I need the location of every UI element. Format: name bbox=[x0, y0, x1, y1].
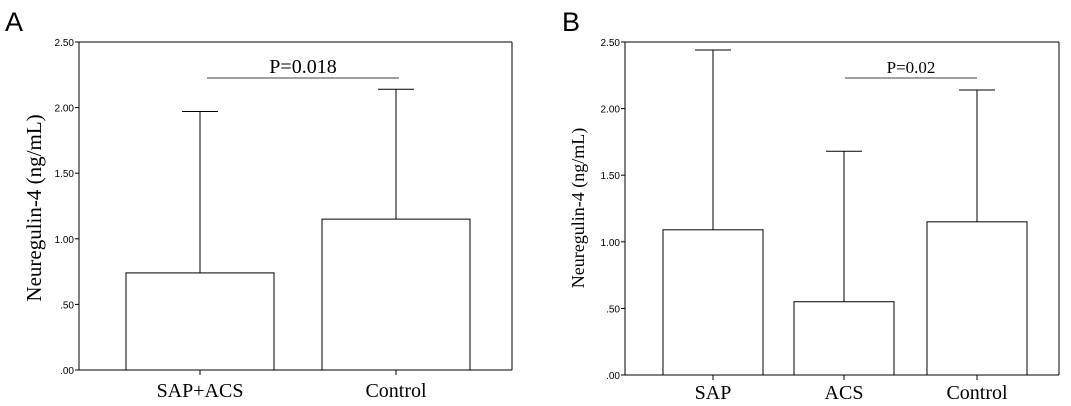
panel-letter-b: B bbox=[562, 7, 580, 37]
y-tick-label: 1.50 bbox=[601, 171, 621, 182]
plot-area-a: .00 .50 1.00 1.50 2.00 2.50 SAP+ACS Control P=0.… bbox=[55, 38, 513, 402]
bar bbox=[125, 272, 275, 371]
x-tick-label: Control bbox=[946, 382, 1008, 404]
y-tick-label: 2.50 bbox=[601, 38, 621, 49]
y-tick-label: 1.00 bbox=[601, 238, 621, 249]
plot-area-b: .00 .50 1.00 1.50 2.00 2.50 SAP ACS Control P=0.0… bbox=[601, 38, 1060, 404]
panel-b: B Neuregulin-4 (ng/mL) .00 .50 1.00 1.50 2.0… bbox=[562, 7, 1060, 404]
y-tick-label: 1.00 bbox=[55, 235, 75, 246]
bar bbox=[662, 229, 764, 376]
y-tick-label: 2.00 bbox=[55, 104, 75, 115]
bar bbox=[793, 301, 895, 376]
panel-letter-a: A bbox=[5, 7, 23, 37]
x-tick-label: SAP bbox=[695, 382, 732, 404]
y-tick-label: .00 bbox=[60, 366, 74, 377]
x-tick-label: Control bbox=[365, 380, 427, 402]
bar bbox=[926, 221, 1028, 376]
p-value-label: P=0.018 bbox=[269, 56, 336, 78]
x-tick-label: SAP+ACS bbox=[157, 380, 244, 402]
bar bbox=[321, 218, 471, 371]
y-tick-label: .50 bbox=[606, 304, 620, 315]
y-tick-label: .50 bbox=[60, 300, 74, 311]
panel-a: A Neuregulin-4 (ng/mL) .00 .50 1.00 1.50 2.0… bbox=[5, 7, 513, 402]
p-value-label: P=0.02 bbox=[887, 58, 936, 77]
y-tick-label: 2.00 bbox=[601, 105, 621, 116]
x-tick-label: ACS bbox=[825, 382, 864, 404]
y-tick-label: 1.50 bbox=[55, 169, 75, 180]
y-tick-label: .00 bbox=[606, 371, 620, 382]
y-axis-label-b: Neuregulin-4 (ng/mL) bbox=[568, 128, 589, 288]
y-tick-label: 2.50 bbox=[55, 38, 75, 49]
y-axis-label-a: Neuregulin-4 (ng/mL) bbox=[22, 114, 46, 301]
